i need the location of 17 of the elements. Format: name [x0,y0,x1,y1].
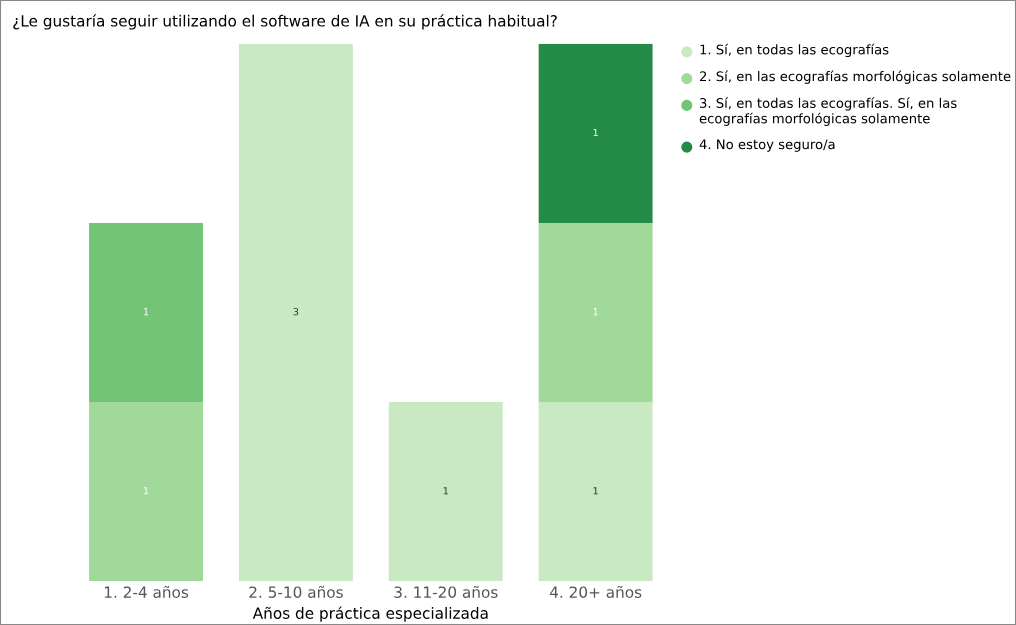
legend-label: 1. Sí, en todas las ecografías [700,43,889,58]
x-tick-label: 1. 2-4 años [104,585,189,598]
data-label: 1 [144,308,149,316]
data-label: 1 [144,487,149,495]
x-tick-label: 4. 20+ años [549,585,642,598]
data-label: 1 [593,308,598,316]
x-axis-title: Años de práctica especializada [252,606,488,622]
legend-label: 2. Sí, en las ecografías morfológicas solamente [699,70,1011,84]
chart-title: ¿Le gustaría seguir utilizando el software de IA en su práctica habitual? [13,14,557,30]
legend-label: 3. Sí, en todas las ecografías. Sí, en las ecografías morfológicas solamente [699,97,957,126]
data-label: 1 [593,487,598,495]
data-label: 1 [443,487,448,495]
legend-label: 4. No estoy seguro/a [699,139,835,152]
data-label: 1 [593,128,598,137]
data-label: 3 [293,307,299,316]
x-tick-label: 3. 11-20 años [394,585,498,598]
x-tick-label: 2. 5-10 años [249,585,343,598]
